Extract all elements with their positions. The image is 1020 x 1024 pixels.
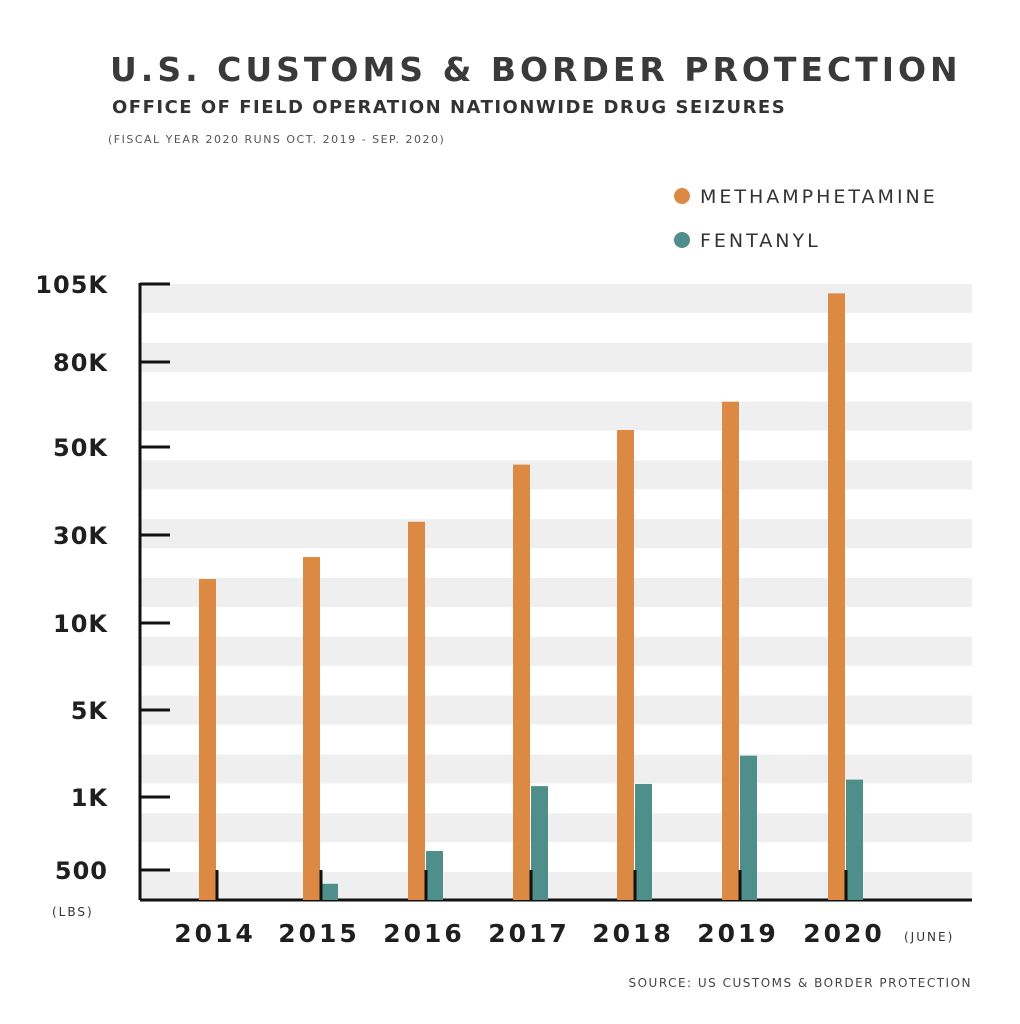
grid-stripe [140, 342, 972, 372]
methamphetamine-bar [617, 430, 634, 900]
grid-stripe [140, 578, 972, 607]
y-tick-label: 5K [71, 697, 109, 725]
x-category-note: (JUNE) [904, 930, 954, 944]
fentanyl-bar [321, 883, 338, 900]
source-note: SOURCE: US CUSTOMS & BORDER PROTECTION [628, 976, 972, 990]
y-tick-label: 105K [35, 271, 108, 299]
y-tick-label: 10K [53, 610, 108, 638]
fentanyl-bar [426, 851, 443, 900]
y-unit-label: (LBS) [52, 905, 94, 919]
fentanyl-bar [740, 755, 757, 900]
x-tick-label: 2020 [803, 919, 885, 948]
methamphetamine-bar [199, 579, 216, 900]
grid-stripe [140, 754, 972, 784]
legend-label-methamphetamine: METHAMPHETAMINE [700, 186, 938, 208]
fentanyl-bar [635, 783, 652, 900]
grid-stripe [140, 401, 972, 431]
y-tick-label: 30K [53, 522, 108, 550]
grid-stripe [140, 695, 972, 725]
methamphetamine-bar [828, 293, 845, 900]
y-tick-label: 80K [53, 349, 108, 377]
x-tick-label: 2014 [174, 919, 256, 948]
methamphetamine-bar [722, 401, 739, 900]
methamphetamine-bar [303, 557, 320, 900]
y-tick-label: 50K [53, 434, 108, 462]
chart-title: U.S. CUSTOMS & BORDER PROTECTION [110, 50, 962, 89]
grid-stripe [140, 460, 972, 490]
grid-stripe [140, 636, 972, 666]
x-tick-label: 2018 [592, 919, 674, 948]
fentanyl-bar [846, 779, 863, 900]
grid-stripe [140, 284, 972, 313]
fentanyl-bar [531, 786, 548, 900]
grid-stripe [140, 519, 972, 549]
legend-swatch-methamphetamine [674, 188, 690, 204]
y-tick-label: 500 [55, 857, 108, 885]
methamphetamine-bar [408, 521, 425, 900]
chart-subtitle: OFFICE OF FIELD OPERATION NATIONWIDE DRU… [112, 97, 787, 118]
x-tick-label: 2017 [488, 919, 570, 948]
x-tick-label: 2016 [383, 919, 465, 948]
fiscal-year-note: (FISCAL YEAR 2020 RUNS OCT. 2019 - SEP. … [108, 133, 446, 146]
y-tick-label: 1K [71, 784, 109, 812]
x-tick-label: 2015 [278, 919, 360, 948]
legend-swatch-fentanyl [674, 232, 690, 248]
legend-label-fentanyl: FENTANYL [700, 230, 821, 252]
x-tick-label: 2019 [697, 919, 779, 948]
methamphetamine-bar [513, 464, 530, 900]
